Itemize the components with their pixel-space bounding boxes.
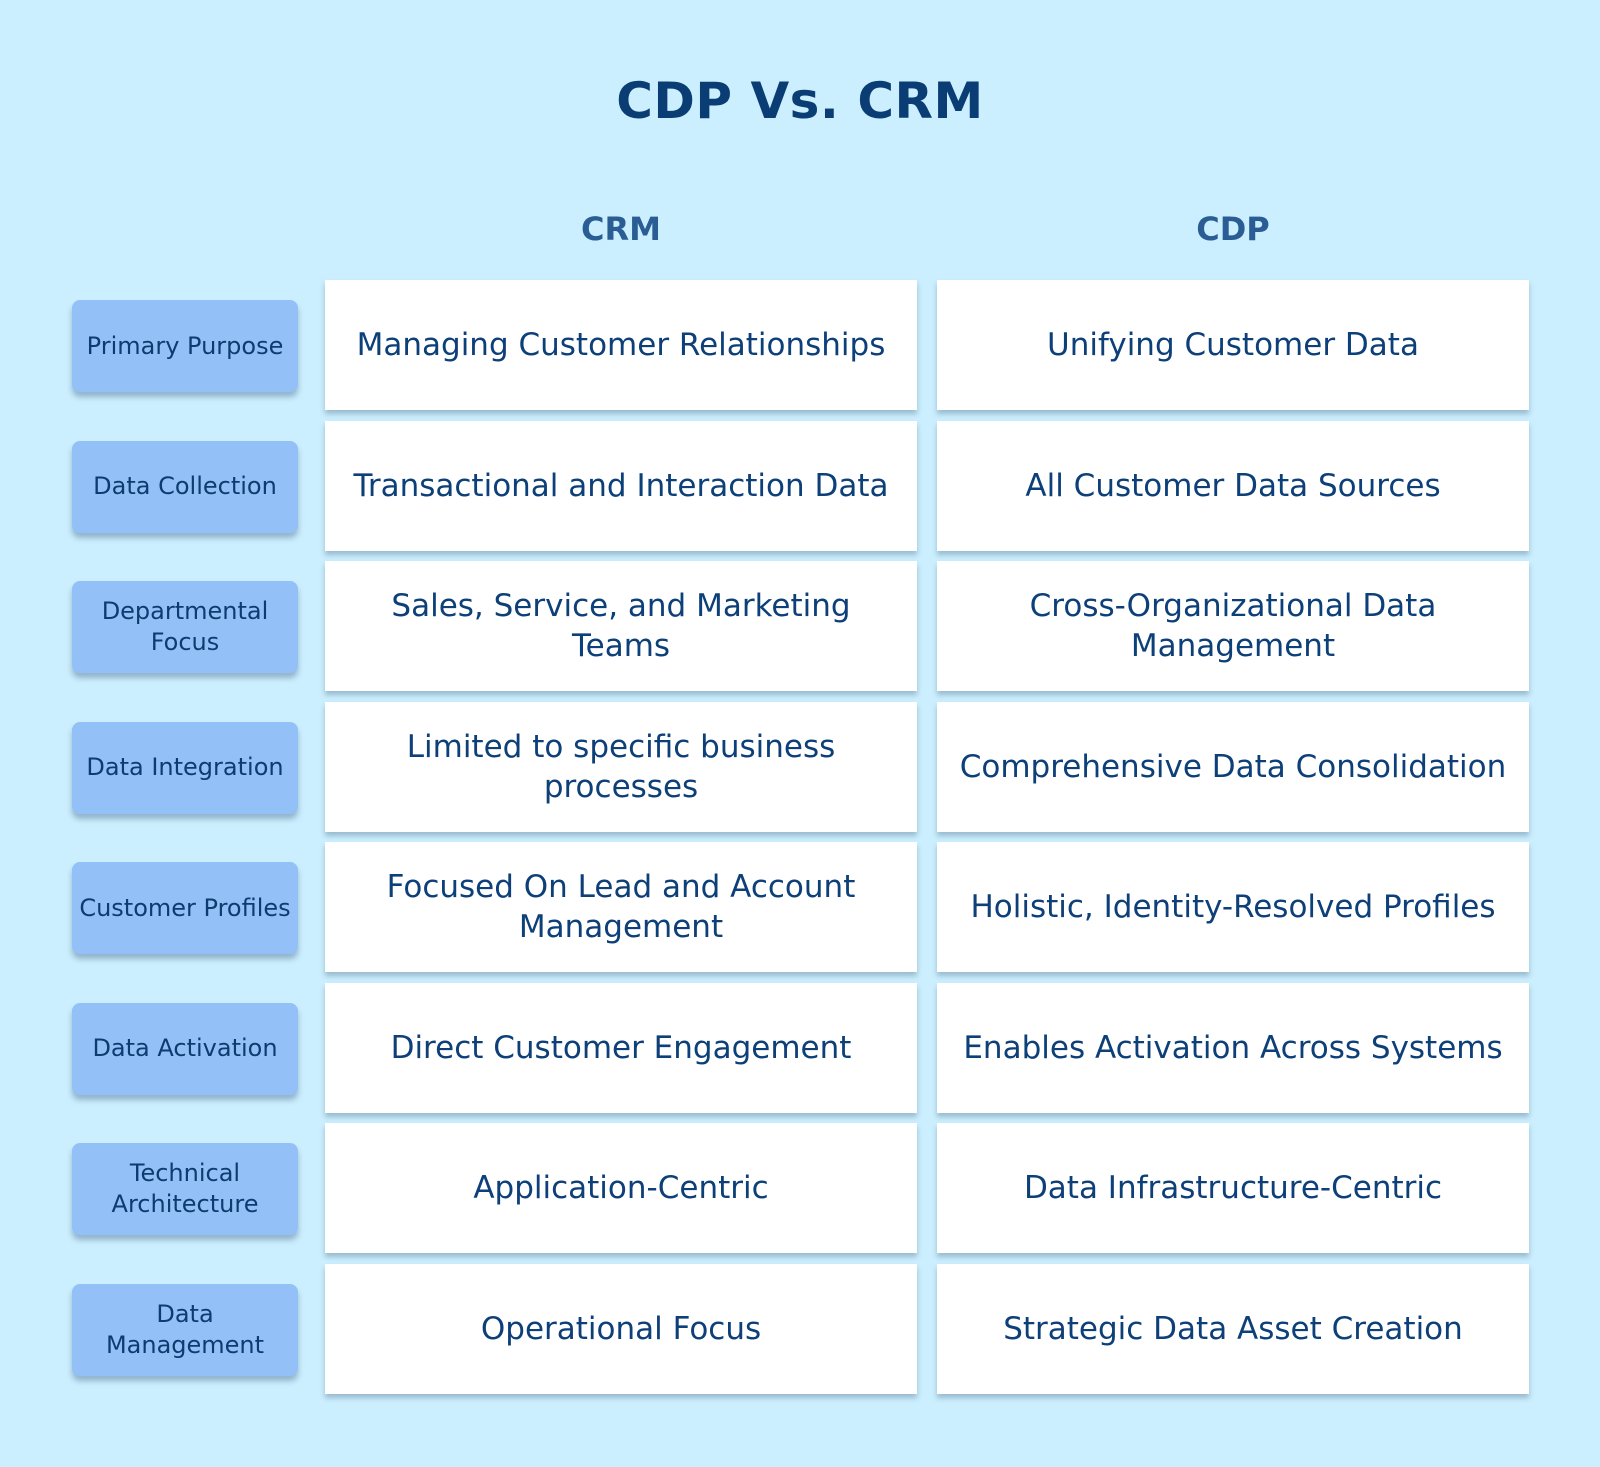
table-row: Primary Purpose Managing Customer Relati…: [0, 280, 1600, 421]
crm-cell: Focused On Lead and Account Management: [325, 842, 917, 972]
table-row: Departmental Focus Sales, Service, and M…: [0, 561, 1600, 702]
row-label: Data Activation: [72, 1002, 298, 1095]
row-label: Primary Purpose: [72, 300, 298, 392]
crm-cell: Operational Focus: [325, 1263, 917, 1394]
table-row: Data Collection Transactional and Intera…: [0, 420, 1600, 562]
page-title: CDP Vs. CRM: [616, 72, 984, 130]
cdp-cell: Strategic Data Asset Creation: [937, 1263, 1529, 1394]
table-row: Customer Profiles Focused On Lead and Ac…: [0, 842, 1600, 983]
table-row: Technical Architecture Application-Centr…: [0, 1123, 1600, 1264]
cdp-cell: Cross-Organizational Data Management: [937, 561, 1529, 691]
crm-cell: Transactional and Interaction Data: [325, 420, 917, 551]
row-label: Data Management: [72, 1283, 298, 1376]
crm-cell: Limited to specific business processes: [325, 701, 917, 832]
row-label: Departmental Focus: [72, 581, 298, 673]
table-row: Data Management Operational Focus Strate…: [0, 1263, 1600, 1405]
cdp-cell: Unifying Customer Data: [937, 280, 1529, 410]
row-label: Data Integration: [72, 721, 298, 814]
crm-cell: Application-Centric: [325, 1123, 917, 1253]
cdp-cell: Holistic, Identity-Resolved Profiles: [937, 842, 1529, 972]
comparison-table: Primary Purpose Managing Customer Relati…: [0, 280, 1600, 1404]
table-row: Data Integration Limited to specific bus…: [0, 701, 1600, 843]
row-label: Data Collection: [72, 440, 298, 533]
row-label: Technical Architecture: [72, 1143, 298, 1235]
cdp-cell: Comprehensive Data Consolidation: [937, 701, 1529, 832]
crm-cell: Sales, Service, and Marketing Teams: [325, 561, 917, 691]
crm-cell: Direct Customer Engagement: [325, 982, 917, 1113]
cdp-cell: All Customer Data Sources: [937, 420, 1529, 551]
table-row: Data Activation Direct Customer Engageme…: [0, 982, 1600, 1124]
column-header-crm: CRM: [581, 210, 661, 248]
crm-cell: Managing Customer Relationships: [325, 280, 917, 410]
column-header-cdp: CDP: [1196, 210, 1270, 248]
row-label: Customer Profiles: [72, 862, 298, 954]
cdp-cell: Enables Activation Across Systems: [937, 982, 1529, 1113]
cdp-cell: Data Infrastructure-Centric: [937, 1123, 1529, 1253]
